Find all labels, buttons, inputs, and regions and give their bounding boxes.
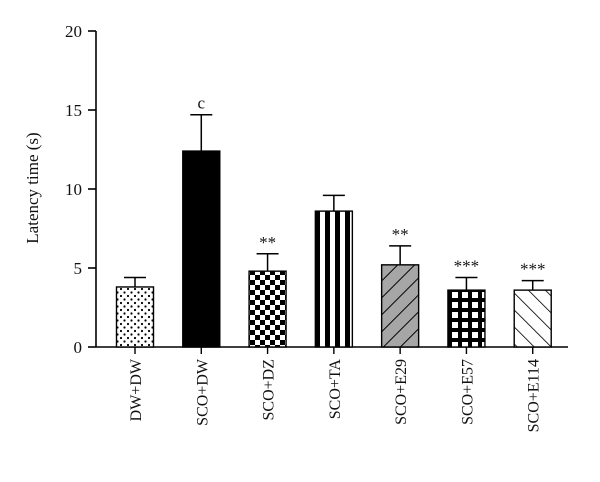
y-tick-label: 0 [74,338,83,357]
bar-sco-ta [314,210,354,348]
bar-sco-e114 [513,289,552,348]
x-tick-label: SCO+TA [327,359,344,420]
y-tick-label: 10 [65,180,82,199]
x-axis [96,346,568,354]
x-tick-label: DW+DW [128,358,145,421]
y-tick-label: 15 [65,101,82,120]
bar-sco-dz [248,270,287,348]
significance-label: *** [520,260,546,279]
error-bars [124,113,544,291]
bar-sco-e57 [447,289,486,348]
annotations: c** ***** *** [198,94,546,279]
y-tick-label: 20 [65,22,82,41]
bar-sco-dw [182,150,221,348]
bar-sco-e29 [380,264,420,348]
x-tick-label: SCO+DW [194,358,211,426]
x-tick-label: SCO+E29 [393,359,410,425]
y-axis: 0 5 10 15 20 [65,22,97,357]
x-tick-label: SCO+E114 [526,359,543,432]
significance-label: ** [392,225,409,244]
bar-dw-dw [115,286,155,348]
y-tick-label: 5 [74,259,83,278]
significance-label: ** [259,233,276,252]
x-tick-label: SCO+DZ [261,359,278,420]
bars [115,150,552,348]
y-axis-label: Latency time (s) [23,132,42,243]
significance-label: *** [454,256,480,275]
x-tick-label: SCO+E57 [459,359,476,425]
significance-label: c [198,94,206,113]
category-labels: DW+DW SCO+DW SCO+DZ SCO+TA SCO+E29 SCO+E57 SCO… [128,358,543,432]
